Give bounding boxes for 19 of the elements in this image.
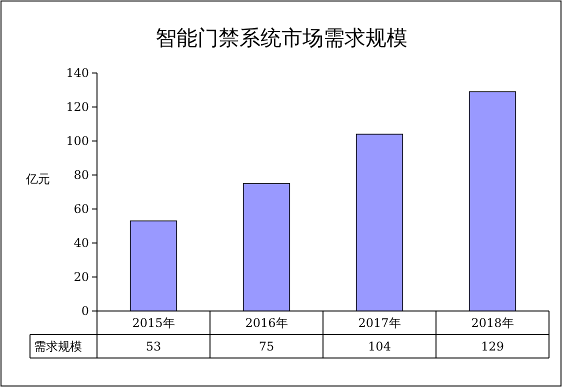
y-tick-label: 80 <box>74 168 89 182</box>
data-label: 53 <box>146 339 162 354</box>
x-tick-label: 2016年 <box>245 316 288 330</box>
x-tick-label: 2018年 <box>471 316 514 330</box>
y-tick-label: 100 <box>66 134 89 148</box>
data-label: 129 <box>481 339 504 354</box>
y-axis-title: 亿元 <box>25 172 50 186</box>
legend-label: 需求规模 <box>34 339 82 354</box>
x-tick-label: 2017年 <box>358 316 401 330</box>
y-tick-label: 20 <box>74 270 89 284</box>
y-tick-label: 0 <box>81 304 89 318</box>
y-tick-label: 40 <box>74 236 89 250</box>
y-tick-label: 140 <box>66 66 89 80</box>
data-label: 104 <box>368 339 392 354</box>
chart-title: 智能门禁系统市场需求规模 <box>156 26 408 50</box>
y-tick-label: 120 <box>66 100 89 114</box>
y-tick-label: 60 <box>74 202 89 216</box>
data-label: 75 <box>258 339 274 354</box>
x-tick-label: 2015年 <box>132 316 175 330</box>
